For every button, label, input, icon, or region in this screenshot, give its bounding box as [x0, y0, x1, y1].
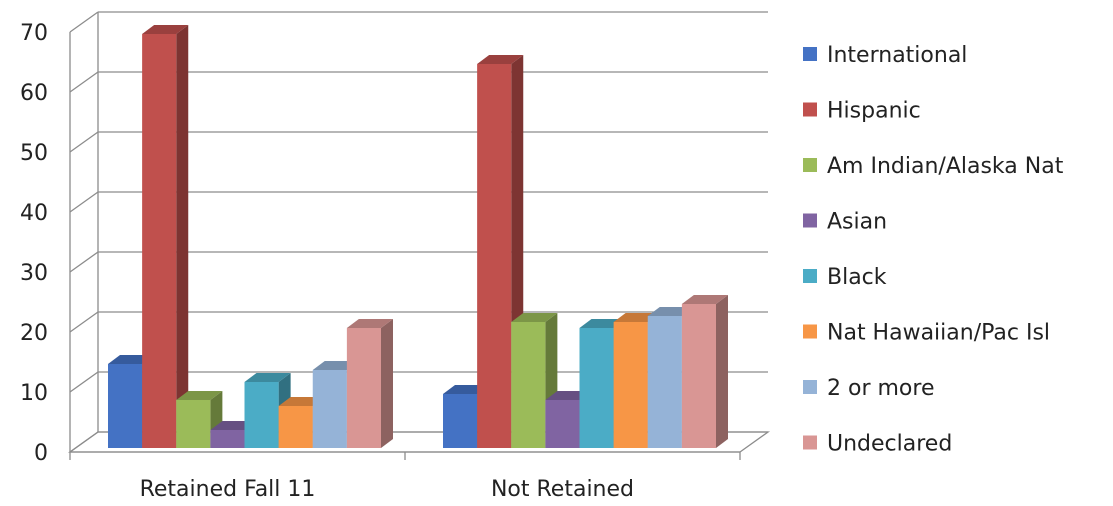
- gridline-side: [69, 131, 99, 153]
- legend-label: Am Indian/Alaska Nat: [827, 154, 1064, 179]
- legend-item: Nat Hawaiian/Pac Isl: [803, 321, 1050, 346]
- y-tick-label: 50: [20, 141, 48, 166]
- legend-swatch: [803, 102, 817, 117]
- bar-front: [613, 322, 648, 448]
- y-tick-label: 60: [20, 81, 48, 106]
- bar-front: [142, 34, 177, 448]
- x-tick-label: Retained Fall 11: [140, 477, 316, 502]
- y-tick-label: 70: [20, 21, 48, 46]
- legend-label: International: [827, 43, 967, 68]
- legend: International Hispanic Am Indian/Alaska Na…: [803, 43, 1064, 457]
- legend-item: Am Indian/Alaska Nat: [803, 154, 1064, 179]
- legend-label: 2 or more: [827, 376, 934, 401]
- bar-top: [244, 373, 291, 382]
- x-tick-label: Not Retained: [491, 477, 634, 502]
- axis-labels: 0 10 20 30 40 50 60 70 Retained Fall 11 Not Retai…: [20, 21, 634, 502]
- y-tick-label: 0: [34, 441, 48, 466]
- bar-front: [443, 394, 478, 448]
- gridline-side: [69, 251, 99, 273]
- y-tick-label: 30: [20, 261, 48, 286]
- bar-side: [176, 25, 189, 448]
- legend-swatch: [803, 435, 817, 450]
- bar: [346, 319, 393, 448]
- legend-item: Hispanic: [803, 99, 921, 124]
- legend-label: Nat Hawaiian/Pac Isl: [827, 321, 1050, 346]
- bar: [681, 295, 728, 448]
- legend-item: Undeclared: [803, 432, 952, 457]
- bar-front: [545, 400, 580, 448]
- y-tick-label: 40: [20, 201, 48, 226]
- y-tick-label: 10: [20, 381, 48, 406]
- bar-front: [647, 316, 682, 448]
- gridline-side: [69, 11, 99, 33]
- legend-swatch: [803, 324, 817, 339]
- legend-item: 2 or more: [803, 376, 934, 401]
- gridline-side: [69, 191, 99, 213]
- bars: [108, 25, 728, 448]
- bar-top: [681, 295, 728, 304]
- axes: [67, 12, 771, 460]
- bar: [477, 55, 524, 448]
- legend-label: Hispanic: [827, 99, 921, 124]
- legend-item: International: [803, 43, 967, 68]
- legend-label: Black: [827, 265, 887, 290]
- bar-front: [579, 328, 614, 448]
- bar-front: [244, 382, 279, 448]
- gridline-side: [69, 71, 99, 93]
- bar-top: [346, 319, 393, 328]
- gridline-side: [69, 311, 99, 333]
- bar-top: [142, 25, 189, 34]
- bar-front: [477, 64, 512, 448]
- bar-top: [176, 391, 223, 400]
- y-tick-label: 20: [20, 321, 48, 346]
- bar-front: [176, 400, 211, 448]
- bar-front: [511, 322, 546, 448]
- bar-front: [681, 304, 716, 448]
- bar-top: [477, 55, 524, 64]
- legend-item: Asian: [803, 210, 887, 235]
- legend-swatch: [803, 158, 817, 172]
- legend-label: Undeclared: [827, 432, 952, 457]
- gridline-side: [69, 371, 99, 393]
- bar-front: [210, 430, 245, 448]
- bar: [142, 25, 189, 448]
- bar-front: [346, 328, 381, 448]
- bar-top: [511, 313, 558, 322]
- legend-swatch: [803, 380, 817, 394]
- gridlines: [69, 11, 768, 453]
- bar-front: [312, 370, 347, 448]
- bar-front: [278, 406, 313, 448]
- legend-swatch: [803, 269, 817, 283]
- bar: [244, 373, 291, 448]
- legend-swatch: [803, 213, 817, 228]
- bar-side: [716, 295, 728, 448]
- legend-label: Asian: [827, 210, 887, 235]
- legend-swatch: [803, 47, 817, 61]
- bar-side: [381, 319, 393, 448]
- bar-front: [108, 364, 143, 448]
- legend-item: Black: [803, 265, 887, 290]
